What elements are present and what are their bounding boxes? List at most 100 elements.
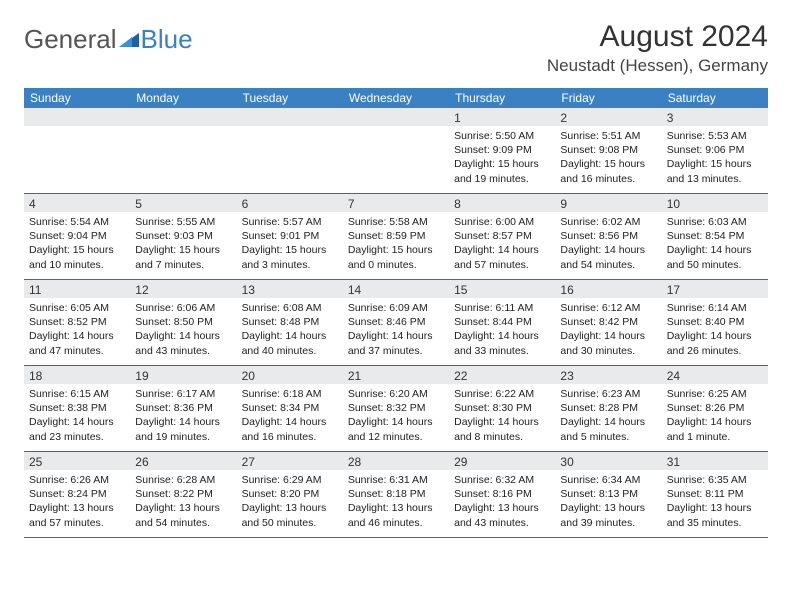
calendar-grid: 1Sunrise: 5:50 AMSunset: 9:09 PMDaylight… — [24, 108, 768, 538]
sunset-line: Sunset: 8:40 PM — [667, 315, 763, 329]
day-number: 12 — [130, 280, 236, 298]
sunset-line: Sunset: 8:20 PM — [242, 487, 338, 501]
sunset-line: Sunset: 8:22 PM — [135, 487, 231, 501]
sunset-line: Sunset: 8:57 PM — [454, 229, 550, 243]
month-title: August 2024 — [547, 20, 768, 54]
daylight-line: Daylight: 13 hours and 39 minutes. — [560, 501, 656, 529]
day-number: 19 — [130, 366, 236, 384]
sunset-line: Sunset: 8:56 PM — [560, 229, 656, 243]
calendar-day-cell: 3Sunrise: 5:53 AMSunset: 9:06 PMDaylight… — [662, 108, 768, 193]
sunrise-line: Sunrise: 5:51 AM — [560, 129, 656, 143]
calendar-page: General Blue August 2024 Neustadt (Hesse… — [0, 0, 792, 548]
sunrise-line: Sunrise: 6:12 AM — [560, 301, 656, 315]
calendar-day-cell: 22Sunrise: 6:22 AMSunset: 8:30 PMDayligh… — [449, 366, 555, 451]
daylight-line: Daylight: 14 hours and 40 minutes. — [242, 329, 338, 357]
calendar-day-cell: 1Sunrise: 5:50 AMSunset: 9:09 PMDaylight… — [449, 108, 555, 193]
daylight-line: Daylight: 14 hours and 5 minutes. — [560, 415, 656, 443]
day-number: 2 — [555, 108, 661, 126]
sunset-line: Sunset: 8:32 PM — [348, 401, 444, 415]
calendar-day-cell: 12Sunrise: 6:06 AMSunset: 8:50 PMDayligh… — [130, 280, 236, 365]
sunrise-line: Sunrise: 6:26 AM — [29, 473, 125, 487]
daylight-line: Daylight: 15 hours and 16 minutes. — [560, 157, 656, 185]
calendar-day-cell: 31Sunrise: 6:35 AMSunset: 8:11 PMDayligh… — [662, 452, 768, 537]
sunrise-line: Sunrise: 6:25 AM — [667, 387, 763, 401]
sunset-line: Sunset: 9:06 PM — [667, 143, 763, 157]
day-number: 3 — [662, 108, 768, 126]
day-number: 28 — [343, 452, 449, 470]
sunset-line: Sunset: 8:46 PM — [348, 315, 444, 329]
calendar-day-cell: 23Sunrise: 6:23 AMSunset: 8:28 PMDayligh… — [555, 366, 661, 451]
day-number: 5 — [130, 194, 236, 212]
sunrise-line: Sunrise: 6:23 AM — [560, 387, 656, 401]
day-number: 30 — [555, 452, 661, 470]
day-number: 14 — [343, 280, 449, 298]
calendar-week-row: 25Sunrise: 6:26 AMSunset: 8:24 PMDayligh… — [24, 452, 768, 538]
daylight-line: Daylight: 14 hours and 33 minutes. — [454, 329, 550, 357]
calendar-day-cell: 13Sunrise: 6:08 AMSunset: 8:48 PMDayligh… — [237, 280, 343, 365]
sunset-line: Sunset: 8:38 PM — [29, 401, 125, 415]
daylight-line: Daylight: 15 hours and 19 minutes. — [454, 157, 550, 185]
sunrise-line: Sunrise: 6:02 AM — [560, 215, 656, 229]
sunrise-line: Sunrise: 6:05 AM — [29, 301, 125, 315]
calendar-day-cell: 29Sunrise: 6:32 AMSunset: 8:16 PMDayligh… — [449, 452, 555, 537]
calendar-day-cell: 27Sunrise: 6:29 AMSunset: 8:20 PMDayligh… — [237, 452, 343, 537]
day-number — [130, 108, 236, 126]
calendar-week-row: 18Sunrise: 6:15 AMSunset: 8:38 PMDayligh… — [24, 366, 768, 452]
day-number: 15 — [449, 280, 555, 298]
daylight-line: Daylight: 15 hours and 3 minutes. — [242, 243, 338, 271]
day-number: 17 — [662, 280, 768, 298]
sunset-line: Sunset: 8:34 PM — [242, 401, 338, 415]
calendar-day-cell: 2 Sunrise: 5:51 AMSunset: 9:08 PMDaylight… — [555, 108, 661, 193]
sunrise-line: Sunrise: 5:55 AM — [135, 215, 231, 229]
sunset-line: Sunset: 8:54 PM — [667, 229, 763, 243]
daylight-line: Daylight: 14 hours and 19 minutes. — [135, 415, 231, 443]
daylight-line: Daylight: 14 hours and 47 minutes. — [29, 329, 125, 357]
day-number: 20 — [237, 366, 343, 384]
calendar-day-cell: 30Sunrise: 6:34 AMSunset: 8:13 PMDayligh… — [555, 452, 661, 537]
sunrise-line: Sunrise: 5:58 AM — [348, 215, 444, 229]
day-number: 21 — [343, 366, 449, 384]
daylight-line: Daylight: 14 hours and 50 minutes. — [667, 243, 763, 271]
sunrise-line: Sunrise: 6:28 AM — [135, 473, 231, 487]
calendar-day-cell: 24Sunrise: 6:25 AMSunset: 8:26 PMDayligh… — [662, 366, 768, 451]
calendar-day-cell — [130, 108, 236, 193]
day-number — [343, 108, 449, 126]
sunset-line: Sunset: 9:08 PM — [560, 143, 656, 157]
daylight-line: Daylight: 13 hours and 54 minutes. — [135, 501, 231, 529]
calendar-week-row: 4Sunrise: 5:54 AMSunset: 9:04 PMDaylight… — [24, 194, 768, 280]
daylight-line: Daylight: 14 hours and 57 minutes. — [454, 243, 550, 271]
sunset-line: Sunset: 8:52 PM — [29, 315, 125, 329]
sunrise-line: Sunrise: 6:17 AM — [135, 387, 231, 401]
day-number: 25 — [24, 452, 130, 470]
sunset-line: Sunset: 8:42 PM — [560, 315, 656, 329]
sunset-line: Sunset: 8:13 PM — [560, 487, 656, 501]
day-number: 1 — [449, 108, 555, 126]
daylight-line: Daylight: 13 hours and 43 minutes. — [454, 501, 550, 529]
calendar-day-cell: 20Sunrise: 6:18 AMSunset: 8:34 PMDayligh… — [237, 366, 343, 451]
day-number — [24, 108, 130, 126]
sunrise-line: Sunrise: 6:15 AM — [29, 387, 125, 401]
daylight-line: Daylight: 14 hours and 30 minutes. — [560, 329, 656, 357]
day-number: 7 — [343, 194, 449, 212]
day-number: 16 — [555, 280, 661, 298]
sunset-line: Sunset: 8:50 PM — [135, 315, 231, 329]
day-number: 31 — [662, 452, 768, 470]
calendar-day-cell — [24, 108, 130, 193]
daylight-line: Daylight: 14 hours and 1 minute. — [667, 415, 763, 443]
day-number: 8 — [449, 194, 555, 212]
calendar-day-cell: 26Sunrise: 6:28 AMSunset: 8:22 PMDayligh… — [130, 452, 236, 537]
weekday-header: Tuesday — [237, 91, 343, 105]
weekday-header: Thursday — [449, 91, 555, 105]
sunset-line: Sunset: 8:16 PM — [454, 487, 550, 501]
day-number — [237, 108, 343, 126]
sunrise-line: Sunrise: 6:11 AM — [454, 301, 550, 315]
sunset-line: Sunset: 8:18 PM — [348, 487, 444, 501]
day-number: 11 — [24, 280, 130, 298]
calendar-day-cell: 6Sunrise: 5:57 AMSunset: 9:01 PMDaylight… — [237, 194, 343, 279]
sunrise-line: Sunrise: 6:22 AM — [454, 387, 550, 401]
sunrise-line: Sunrise: 5:50 AM — [454, 129, 550, 143]
daylight-line: Daylight: 15 hours and 7 minutes. — [135, 243, 231, 271]
logo-text-blue: Blue — [141, 24, 193, 55]
calendar-day-cell: 15Sunrise: 6:11 AMSunset: 8:44 PMDayligh… — [449, 280, 555, 365]
daylight-line: Daylight: 13 hours and 46 minutes. — [348, 501, 444, 529]
